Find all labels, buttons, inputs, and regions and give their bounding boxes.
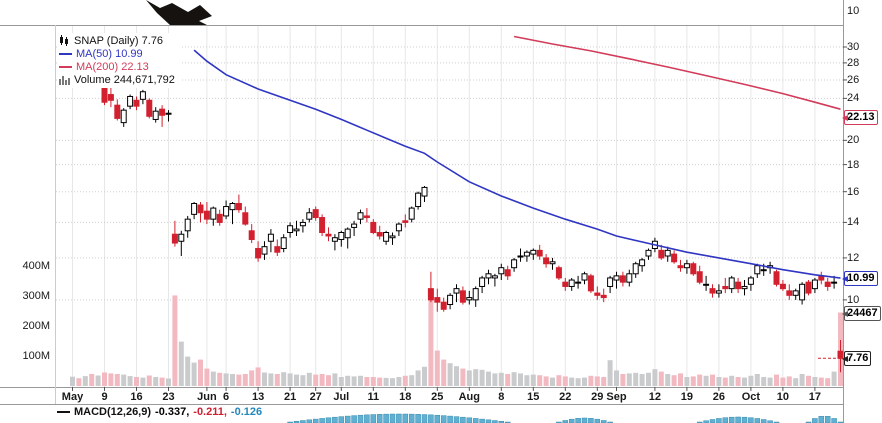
legend-volume-row: Volume 244,671,792 <box>59 73 175 86</box>
legend-volume-label: Volume 244,671,792 <box>74 73 175 86</box>
legend-ma50-label: MA(50) 10.99 <box>76 47 143 60</box>
legend-ma50-row: MA(50) 10.99 <box>59 47 175 60</box>
macd-legend: MACD(12,26,9) -0.337, -0.211, -0.126 <box>57 406 262 418</box>
tag-volume: 24467 <box>842 305 881 321</box>
legend-ma200-label: MA(200) 22.13 <box>76 60 149 73</box>
candles-layer <box>69 47 843 373</box>
tag-last: 7.76 <box>841 351 872 367</box>
tag-ma200: 22.13 <box>842 110 878 126</box>
macd-label: MACD(12,26,9) <box>74 406 152 418</box>
legend-symbol-label: SNAP (Daily) 7.76 <box>74 34 164 47</box>
chart-legend: SNAP (Daily) 7.76 MA(50) 10.99 MA(200) 2… <box>57 33 180 88</box>
panel-borders <box>0 0 847 423</box>
macd-line-icon <box>57 411 70 413</box>
ma50-line-icon <box>59 52 72 55</box>
macd-histogram <box>287 413 844 423</box>
ma200-line-icon <box>59 65 72 68</box>
top-panel-axis-label: 10 <box>847 5 860 17</box>
volume-bars-icon <box>59 75 70 85</box>
legend-ma200-row: MA(200) 22.13 <box>59 60 175 73</box>
ma50-line <box>193 49 841 279</box>
ma200-line <box>513 35 841 110</box>
cropped-top-graphic <box>146 0 212 25</box>
macd-value-line: -0.337, <box>155 406 190 418</box>
tag-ma50: 10.99 <box>842 271 878 287</box>
macd-value-hist: -0.126 <box>230 406 263 418</box>
volume-layer <box>70 295 843 386</box>
legend-symbol-row: SNAP (Daily) 7.76 <box>59 34 175 47</box>
macd-value-signal: -0.211, <box>193 406 227 418</box>
candlestick-icon <box>60 35 68 46</box>
ma-lines <box>193 35 841 279</box>
